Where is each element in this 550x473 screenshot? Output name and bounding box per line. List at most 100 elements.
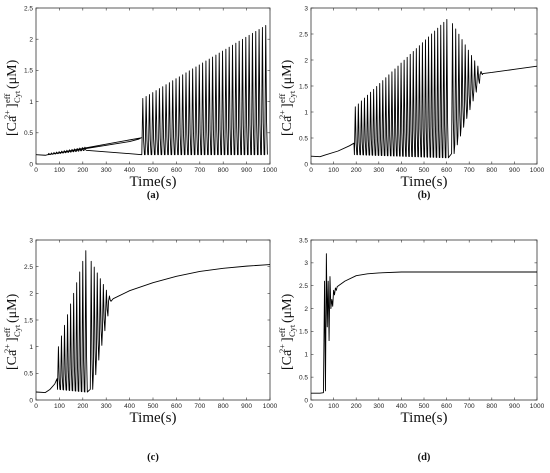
panel-caption: (d) (418, 452, 431, 463)
x-tick-label: 1000 (263, 167, 278, 174)
y-tick-label: 3 (304, 260, 308, 267)
x-tick-label: 900 (509, 403, 520, 410)
x-axis-label: Time(s) (130, 174, 177, 190)
y-tick-label: 1.5 (299, 83, 308, 90)
x-tick-label: 400 (396, 167, 407, 174)
y-axis-label-species: [Ca (280, 349, 295, 370)
y-axis-label-eff: eff (277, 94, 287, 103)
x-tick-label: 500 (148, 403, 159, 410)
panel-d: 0 100 200 300 400 500 600 700 800 900 1000 0 0.5 1 1.5… (277, 237, 545, 463)
x-tick-label: 300 (101, 167, 112, 174)
y-axis-label-charge: 2+ (2, 344, 12, 353)
y-tick-label: 0.5 (24, 130, 33, 137)
plot-frame (310, 7, 538, 165)
panel-caption: (c) (147, 452, 159, 463)
y-tick-label: 2.5 (299, 283, 308, 290)
x-tick-label: 500 (148, 167, 159, 174)
series-line (310, 18, 538, 159)
y-tick-label: 1 (304, 109, 308, 116)
x-tick-label: 100 (328, 167, 339, 174)
x-tick-label: 300 (373, 403, 384, 410)
y-tick-label: 0 (29, 397, 33, 404)
series-line (311, 253, 537, 394)
x-tick-label: 100 (328, 403, 339, 410)
y-axis-label-species: [Ca (280, 115, 295, 136)
x-tick-label: 700 (194, 167, 205, 174)
y-tick-label: 0 (29, 161, 33, 168)
y-tick-label: 2.5 (299, 31, 308, 38)
y-axis-label-species: [Ca (5, 349, 20, 370)
y-axis-label: [Ca2+]eff Cyt (μM) (2, 293, 22, 370)
y-axis-label-charge: 2+ (2, 110, 12, 119)
x-tick-label: 800 (218, 167, 229, 174)
y-tick-label: 2.5 (24, 264, 33, 271)
x-tick-label: 900 (509, 167, 520, 174)
y-tick-label: 3 (29, 237, 33, 244)
y-tick-label: 0 (304, 161, 308, 168)
panel-a: 0 100 200 300 400 500 600 700 800 900 1000 0 0.5 1 1.5… (2, 5, 278, 201)
series-line (35, 25, 268, 156)
y-axis-label-bracket: ] (280, 337, 295, 342)
y-tick-label: 3.5 (299, 237, 308, 244)
x-tick-label: 600 (171, 403, 182, 410)
y-tick-label: 1 (29, 99, 33, 106)
x-tick-label: 0 (309, 403, 313, 410)
y-tick-label: 0.5 (299, 135, 308, 142)
series-line (35, 250, 271, 393)
x-tick-label: 200 (77, 403, 88, 410)
y-tick-label: 1.5 (24, 68, 33, 75)
x-tick-label: 400 (124, 167, 135, 174)
y-axis-label-unit: (μM) (280, 59, 295, 89)
y-tick-label: 0 (304, 397, 308, 404)
y-axis-label-unit: (μM) (5, 59, 20, 89)
y-tick-label: 2 (29, 37, 33, 44)
x-axis-label: Time(s) (401, 410, 448, 426)
y-axis-label-charge: 2+ (277, 110, 287, 119)
x-tick-label: 900 (241, 403, 252, 410)
plot-frame (310, 239, 538, 401)
x-tick-label: 800 (486, 403, 497, 410)
x-tick-label: 200 (351, 403, 362, 410)
x-tick-label: 700 (464, 167, 475, 174)
x-tick-label: 900 (241, 167, 252, 174)
x-tick-label: 1000 (530, 167, 545, 174)
y-tick-label: 3 (304, 5, 308, 12)
y-tick-label: 1.5 (24, 317, 33, 324)
y-axis-label-species: [Ca (5, 115, 20, 136)
y-axis-label-charge: 2+ (277, 344, 287, 353)
y-axis-label-cyt: Cyt (287, 324, 297, 337)
panel-caption: (a) (147, 190, 160, 201)
x-tick-label: 600 (441, 167, 452, 174)
y-tick-label: 2 (304, 306, 308, 313)
x-tick-label: 100 (54, 403, 65, 410)
x-axis-label: Time(s) (130, 410, 177, 426)
x-tick-label: 1000 (530, 403, 545, 410)
x-tick-label: 200 (77, 167, 88, 174)
y-axis-label: [Ca2+]eff Cyt (μM) (277, 59, 297, 136)
x-tick-label: 400 (124, 403, 135, 410)
x-tick-label: 500 (419, 167, 430, 174)
y-axis-label-bracket: ] (5, 337, 20, 342)
y-axis-label: [Ca2+]eff Cyt (μM) (2, 59, 22, 136)
y-tick-label: 0.5 (24, 371, 33, 378)
panel-c: 0 100 200 300 400 500 600 700 800 900 1000 0 0.5 1 1.5… (2, 237, 278, 463)
y-axis-label-bracket: ] (280, 103, 295, 108)
y-tick-label: 1 (29, 344, 33, 351)
y-tick-label: 2 (29, 291, 33, 298)
x-tick-label: 0 (34, 167, 38, 174)
x-tick-label: 800 (486, 167, 497, 174)
y-axis-label-bracket: ] (5, 103, 20, 108)
y-axis-label-eff: eff (2, 328, 12, 337)
x-tick-label: 700 (464, 403, 475, 410)
y-axis-label-cyt: Cyt (12, 90, 22, 103)
x-tick-label: 700 (194, 403, 205, 410)
x-tick-label: 100 (54, 167, 65, 174)
y-axis-label-cyt: Cyt (12, 324, 22, 337)
panel-b: 0 100 200 300 400 500 600 700 800 900 1000 0 0.5 1 1.5… (277, 5, 545, 201)
y-axis-label-cyt: Cyt (287, 90, 297, 103)
x-tick-label: 0 (34, 403, 38, 410)
y-axis-label-eff: eff (277, 328, 287, 337)
y-tick-label: 1 (304, 352, 308, 359)
y-tick-label: 2 (304, 57, 308, 64)
